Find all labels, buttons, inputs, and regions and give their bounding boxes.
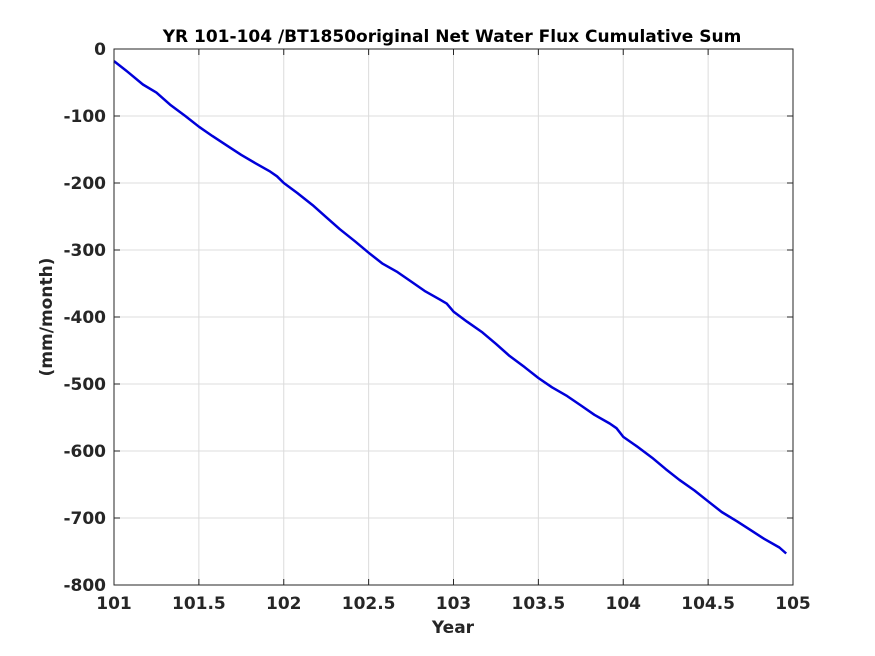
y-tick-label: -300 [63,241,106,261]
x-axis-label: Year [431,618,475,638]
tick-layer: 101 101.5 102 102.5 103 103.5 104 104.5 105 0 -100… [63,40,810,614]
grid-layer [113,48,794,586]
x-tick-label: 103.5 [511,594,565,614]
series-line [113,60,788,555]
x-tick-label: 102.5 [342,594,396,614]
x-tick-label: 103 [436,594,472,614]
y-tick-label: -200 [63,174,106,194]
y-tick-label: -400 [63,308,106,328]
y-tick-label: -600 [63,442,106,462]
y-tick-label: -700 [63,509,106,529]
x-tick-label: 105 [775,594,811,614]
x-tick-label: 102 [266,594,302,614]
y-tick-label: -800 [63,576,106,596]
y-tick-label: -500 [63,375,106,395]
series-layer [113,60,788,555]
x-tick-label: 104 [606,594,642,614]
y-axis-label: (mm/month) [37,258,57,377]
y-tick-label: 0 [94,40,106,60]
x-tick-label: 104.5 [681,594,735,614]
x-tick-label: 101 [96,594,132,614]
chart-title: YR 101-104 /BT1850original Net Water Flu… [162,27,742,47]
y-tick-label: -100 [63,107,106,127]
x-tick-label: 101.5 [172,594,226,614]
